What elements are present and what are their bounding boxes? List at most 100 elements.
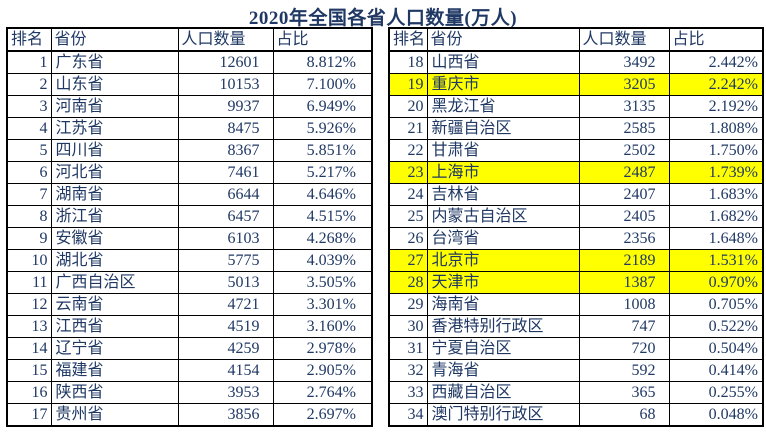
column-header-province: 省份 [426,27,580,52]
percent-cell: 2.192% [668,95,764,118]
rank-cell: 29 [388,293,428,316]
population-cell: 5013 [177,271,274,294]
percent-cell: 1.683% [668,183,764,206]
province-cell: 吉林省 [426,183,580,206]
province-cell: 上海市 [426,161,580,184]
population-cell: 4259 [177,337,274,360]
table-row: 32 青海省 592 0.414% [388,359,764,382]
percent-cell: 2.242% [668,73,764,96]
rank-cell: 19 [388,73,428,96]
province-cell: 湖南省 [50,183,179,206]
province-cell: 香港特别行政区 [426,315,580,338]
table-row: 18 山西省 3492 2.442% [388,50,764,74]
rank-cell: 12 [6,293,52,316]
percent-cell: 7.100% [272,73,373,96]
rank-cell: 21 [388,117,428,140]
rank-cell: 17 [6,403,52,427]
percent-cell: 0.504% [668,337,764,360]
table-row: 16 陕西省 3953 2.764% [6,381,373,404]
percent-cell: 2.764% [272,381,373,404]
province-cell: 江西省 [50,315,179,338]
percent-cell: 1.648% [668,227,764,250]
percent-cell: 0.414% [668,359,764,382]
rank-cell: 10 [6,249,52,272]
rank-cell: 8 [6,205,52,228]
rank-cell: 26 [388,227,428,250]
rank-cell: 22 [388,139,428,162]
table-row: 12 云南省 4721 3.301% [6,293,373,316]
population-cell: 747 [578,315,670,338]
province-cell: 河北省 [50,161,179,184]
table-row: 27 北京市 2189 1.531% [388,249,764,272]
population-cell: 12601 [177,50,274,74]
rank-cell: 33 [388,381,428,404]
percent-cell: 1.682% [668,205,764,228]
table-row: 34 澳门特别行政区 68 0.048% [388,403,764,427]
column-header-rank: 排名 [388,27,428,52]
province-cell: 湖北省 [50,249,179,272]
table-row: 11 广西自治区 5013 3.505% [6,271,373,294]
province-cell: 云南省 [50,293,179,316]
percent-cell: 0.048% [668,403,764,427]
column-header-population: 人口数量 [177,27,274,52]
province-cell: 四川省 [50,139,179,162]
table-row: 21 新疆自治区 2585 1.808% [388,117,764,140]
population-cell: 3205 [578,73,670,96]
percent-cell: 1.750% [668,139,764,162]
table-row: 9 安徽省 6103 4.268% [6,227,373,250]
table-row: 3 河南省 9937 6.949% [6,95,373,118]
table-row: 10 湖北省 5775 4.039% [6,249,373,272]
rank-cell: 27 [388,249,428,272]
population-cell: 6457 [177,205,274,228]
table-row: 5 四川省 8367 5.851% [6,139,373,162]
province-cell: 黑龙江省 [426,95,580,118]
population-cell: 1008 [578,293,670,316]
table-row: 25 内蒙古自治区 2405 1.682% [388,205,764,228]
percent-cell: 0.522% [668,315,764,338]
population-cell: 2407 [578,183,670,206]
percent-cell: 0.255% [668,381,764,404]
table-row: 23 上海市 2487 1.739% [388,161,764,184]
table-row: 24 吉林省 2407 1.683% [388,183,764,206]
percent-cell: 1.808% [668,117,764,140]
percent-cell: 4.039% [272,249,373,272]
percent-cell: 3.160% [272,315,373,338]
population-cell: 6644 [177,183,274,206]
percent-cell: 4.646% [272,183,373,206]
rank-cell: 11 [6,271,52,294]
table-row: 15 福建省 4154 2.905% [6,359,373,382]
table-row: 30 香港特别行政区 747 0.522% [388,315,764,338]
province-cell: 西藏自治区 [426,381,580,404]
percent-cell: 2.905% [272,359,373,382]
population-cell: 2487 [578,161,670,184]
population-cell: 6103 [177,227,274,250]
province-cell: 宁夏自治区 [426,337,580,360]
rank-cell: 31 [388,337,428,360]
province-cell: 新疆自治区 [426,117,580,140]
percent-cell: 0.705% [668,293,764,316]
province-cell: 海南省 [426,293,580,316]
rank-cell: 7 [6,183,52,206]
rank-cell: 1 [6,50,52,74]
table-row: 1 广东省 12601 8.812% [6,50,373,74]
rank-cell: 3 [6,95,52,118]
population-cell: 2502 [578,139,670,162]
province-cell: 山东省 [50,73,179,96]
population-cell: 365 [578,381,670,404]
population-cell: 592 [578,359,670,382]
province-cell: 澳门特别行政区 [426,403,580,427]
population-cell: 3492 [578,50,670,74]
table-row: 4 江苏省 8475 5.926% [6,117,373,140]
rank-cell: 6 [6,161,52,184]
population-cell: 5775 [177,249,274,272]
page-title: 2020年全国各省人口数量(万人) [248,8,518,29]
column-header-population: 人口数量 [578,27,670,52]
column-header-percent: 占比 [668,27,764,52]
table-row: 17 贵州省 3856 2.697% [6,403,373,427]
percent-cell: 5.217% [272,161,373,184]
column-header-province: 省份 [50,27,179,52]
table-row: 19 重庆市 3205 2.242% [388,73,764,96]
rank-cell: 25 [388,205,428,228]
population-cell: 68 [578,403,670,427]
